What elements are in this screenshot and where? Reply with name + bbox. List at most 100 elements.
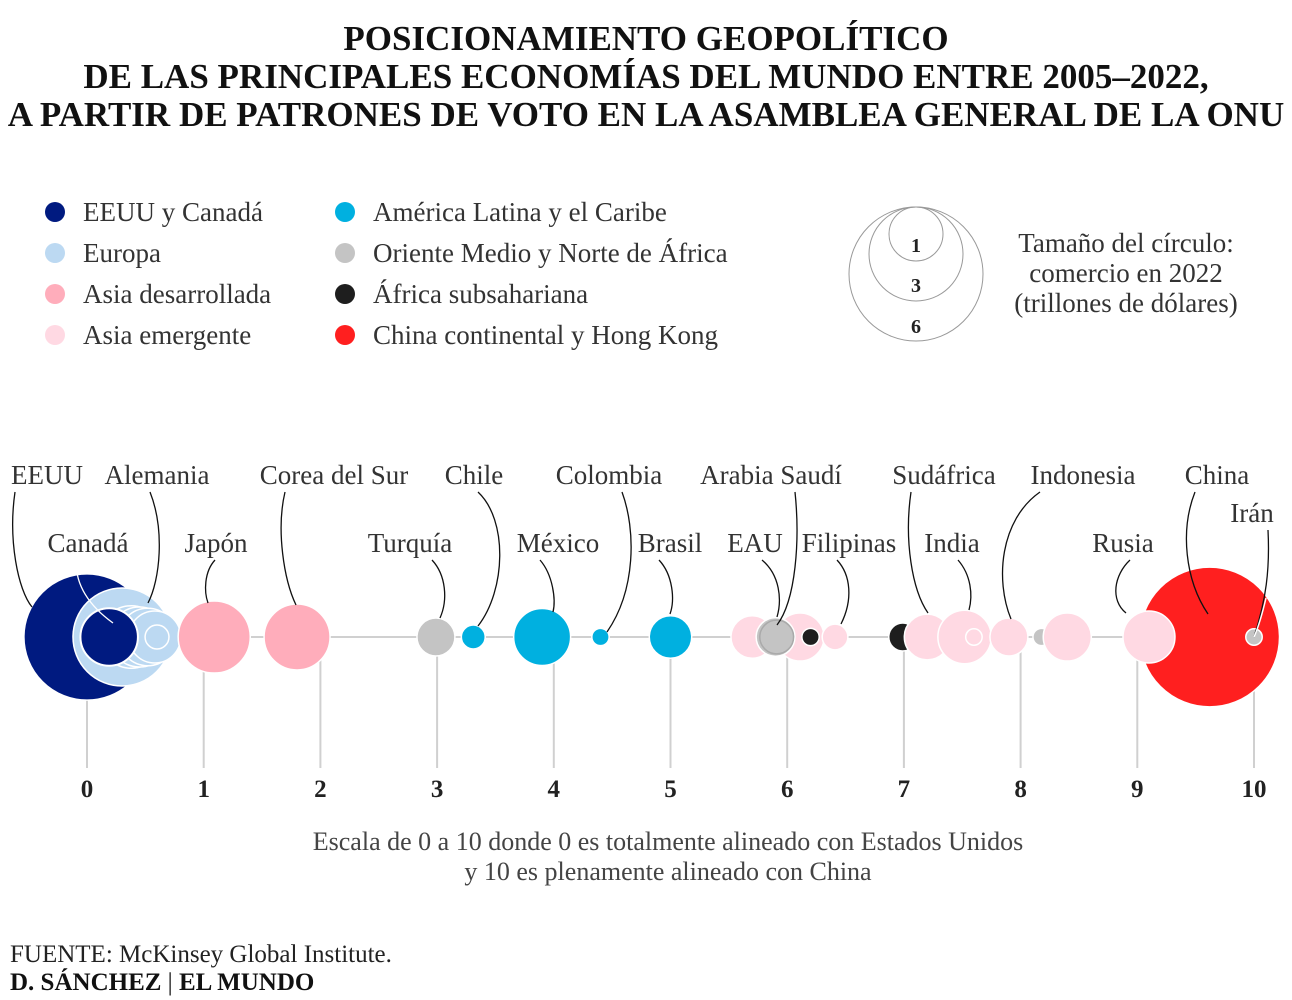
tick-label-8: 8 [1014,776,1027,803]
x-axis-note: Escala de 0 a 10 donde 0 es totalmente a… [313,827,1023,886]
footer: FUENTE: McKinsey Global Institute. D. SÁ… [10,941,392,996]
point-label-colombia: Colombia [556,460,663,490]
bubble-colombia [591,627,610,647]
bubble-filipinas [821,623,849,651]
tick-label-1: 1 [197,776,210,803]
bubble-unlabeled-7 [144,624,170,650]
point-label-china: China [1185,460,1250,490]
bubble-india [937,609,993,665]
leader-line-brasil [658,559,674,615]
leader-line-eeuu [12,491,33,608]
leader-line-iran-inner [1253,597,1267,638]
point-label-iran: Irán [1230,498,1274,528]
leader-lines [12,491,1270,638]
bubble-rusia [1122,610,1176,664]
bubbles [23,566,1281,708]
leader-line-india [957,559,972,611]
bubble-chile [460,624,486,650]
legend-swatch-africa-subsahariana [335,284,355,304]
leader-line-china [1185,491,1209,615]
legend-swatch-china-continental-y-hong-kong [335,325,355,345]
point-label-rusia: Rusia [1092,528,1154,558]
size-legend: 1 3 6 Tamaño del círculo: comercio en 20… [848,206,1238,342]
leader-line-filipinas [836,559,850,625]
bubble-japon [177,600,251,674]
tick-label-10: 10 [1242,776,1267,803]
legend-label-europa: Europa [83,238,161,268]
bubble-turquia [416,617,456,657]
legend-swatch-asia-emergente [45,325,65,345]
size-legend-value-1: 1 [911,235,921,257]
x-axis: 0 1 2 3 4 5 6 7 8 9 10 [81,636,1267,803]
point-label-arabia-saudi: Arabia Saudí [700,460,842,490]
legend-label-asia-emergente: Asia emergente [83,320,251,350]
legend-swatch-america-latina-y-el-caribe [335,202,355,222]
legend: EEUU y Canadá Europa Asia desarrollada Asia… [45,197,728,350]
x-axis-note-line-1: Escala de 0 a 10 donde 0 es totalmente a… [313,827,1023,856]
title-line-2: DE LAS PRINCIPALES ECONOMÍAS DEL MUNDO E… [83,57,1208,96]
point-label-corea-del-sur: Corea del Sur [260,460,408,490]
leader-line-corea-del-sur [280,491,297,606]
tick-label-5: 5 [664,776,677,803]
x-axis-note-line-2: y 10 es plenamente alineado con China [464,857,872,886]
point-label-indonesia: Indonesia [1031,460,1136,490]
chart-title: POSICIONAMIENTO GEOPOLÍTICO DE LAS PRINC… [8,19,1284,134]
leader-line-japon [204,559,216,604]
legend-swatch-asia-desarrollada [45,284,65,304]
leader-line-indonesia [1001,491,1041,620]
leader-line-sudafrica [907,491,929,614]
legend-label-africa-subsahariana: África subsahariana [373,279,588,309]
legend-swatch-oriente-medio-y-norte-de-africa [335,243,355,263]
tick-label-3: 3 [431,776,444,803]
point-label-india: India [924,528,979,558]
legend-label-china-continental-y-hong-kong: China continental y Hong Kong [373,320,718,350]
tick-label-0: 0 [81,776,94,803]
size-legend-value-6: 6 [911,316,921,338]
point-label-brasil: Brasil [638,528,703,558]
point-label-filipinas: Filipinas [802,528,897,558]
point-label-eeuu: EEUU [11,460,83,490]
credit: D. SÁNCHEZ | EL MUNDO [10,968,314,996]
source-label: FUENTE: [10,941,113,968]
source: FUENTE: McKinsey Global Institute. [10,941,392,968]
bubble-indonesia [989,617,1029,657]
point-label-turquia: Turquía [368,528,453,558]
bubble-brasil [648,615,693,659]
tick-label-2: 2 [314,776,327,803]
legend-swatch-europa [45,243,65,263]
leader-line-alemania [147,491,160,604]
bubble-arabia-saudi [759,619,795,655]
point-label-mexico: México [517,528,599,558]
credit-author: D. SÁNCHEZ [10,968,161,996]
point-label-chile: Chile [445,460,504,490]
leader-line-eau [761,559,780,618]
credit-separator: | [168,969,173,996]
size-legend-title-3: (trillones de dólares) [1014,288,1237,318]
point-label-alemania: Alemania [105,460,210,490]
size-legend-value-3: 3 [911,275,921,297]
bubble-mexico [512,607,572,667]
bubble-canada [79,607,139,667]
credit-outlet: EL MUNDO [179,969,314,996]
source-text: McKinsey Global Institute. [119,941,392,968]
point-labels: EEUU Alemania Canadá Japón Corea del Sur Turq… [11,460,1274,558]
legend-label-asia-desarrollada: Asia desarrollada [83,279,271,309]
point-label-japon: Japón [185,528,248,558]
title-line-1: POSICIONAMIENTO GEOPOLÍTICO [343,19,948,58]
bubble-unlabeled-19 [801,627,820,647]
tick-label-9: 9 [1131,776,1144,803]
size-legend-title-1: Tamaño del círculo: [1018,228,1234,258]
bubble-unlabeled-24 [964,628,983,646]
tick-label-6: 6 [781,776,794,803]
leader-line-iran [1253,529,1270,638]
leader-line-rusia [1115,559,1131,614]
leader-line-chile [477,491,501,627]
tick-label-4: 4 [548,776,561,803]
legend-label-america-latina-y-el-caribe: América Latina y el Caribe [373,197,667,227]
tick-label-7: 7 [898,776,911,803]
legend-label-oriente-medio-y-norte-de-africa: Oriente Medio y Norte de África [373,238,728,268]
size-legend-circle-1 [888,206,944,262]
legend-swatch-eeuu-y-canada [45,202,65,222]
leader-line-arabia-saudi [776,491,798,626]
